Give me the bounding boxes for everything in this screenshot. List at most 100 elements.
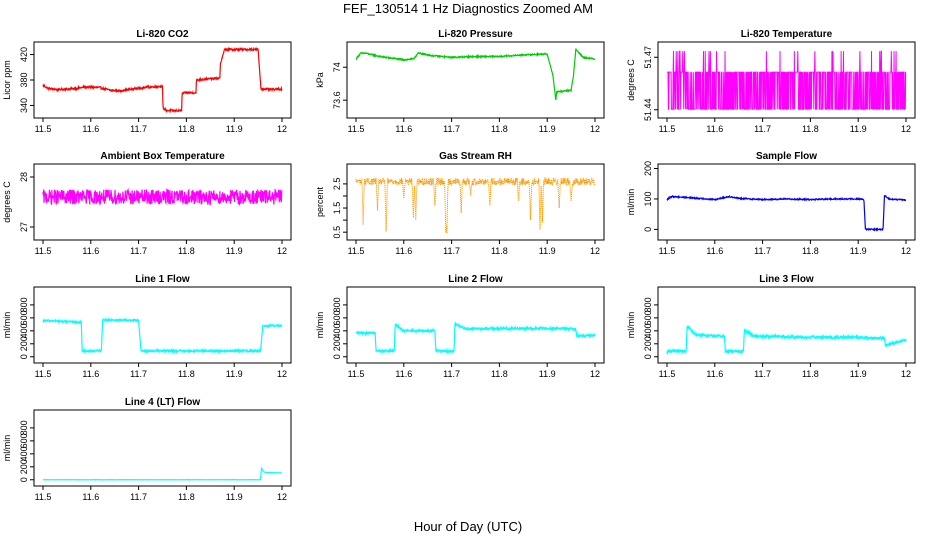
panel-title: Line 2 Flow [448, 274, 503, 285]
y-axis-label: degrees C [2, 181, 12, 223]
plot-area [42, 187, 283, 207]
x-tick-label: 11.7 [130, 246, 147, 256]
x-tick-label: 11.5 [348, 369, 365, 379]
y-tick-label: 800 [332, 297, 342, 312]
y-tick-label: 0 [332, 354, 342, 359]
x-tick-label: 11.9 [226, 124, 243, 134]
x-tick-label: 12 [901, 124, 911, 134]
x-tick-label: 12 [590, 124, 600, 134]
panel-4: Ambient Box Temperature degrees C 11.5 11.6… [2, 151, 292, 256]
x-tick-label: 11.6 [82, 369, 99, 379]
y-axis-label: ml/min [626, 189, 636, 216]
x-tick-label: 11.7 [130, 124, 147, 134]
panel-9: Line 3 Flow ml/min 11.5 11.6 11.7 11.8 11.9 12 0… [626, 274, 916, 379]
x-tick-label: 11.8 [802, 124, 819, 134]
x-tick-label: 11.6 [395, 124, 412, 134]
x-tick-label: 11.5 [35, 246, 52, 256]
panel-10: Line 4 (LT) Flow ml/min 11.5 11.6 11.7 11.8 11… [2, 397, 292, 502]
panel-5: Gas Stream RH percent 11.5 11.6 11.7 11.8 11.9… [315, 151, 605, 256]
data-line [42, 46, 283, 114]
x-tick-label: 11.9 [539, 369, 556, 379]
plot-area [42, 317, 283, 355]
x-tick-label: 11.5 [659, 246, 676, 256]
x-tick-label: 11.5 [659, 124, 676, 134]
x-tick-label: 12 [590, 369, 600, 379]
x-tick-label: 11.6 [82, 124, 99, 134]
x-tick-label: 11.8 [491, 124, 508, 134]
x-tick-label: 11.6 [395, 369, 412, 379]
y-tick-label: 73.6 [332, 91, 342, 109]
y-tick-label: 400 [332, 323, 342, 338]
x-tick-label: 11.5 [35, 369, 52, 379]
y-tick-label: 100 [643, 191, 653, 206]
x-tick-label: 11.7 [130, 492, 147, 502]
panel-3: Li-820 Temperature degrees C 11.5 11.6 11.7 1… [626, 29, 916, 134]
x-tick-label: 11.6 [395, 246, 412, 256]
panel-2: Li-820 Pressure kPa 11.5 11.6 11.7 11.8 11.9 12… [315, 29, 605, 134]
x-tick-label: 11.8 [802, 246, 819, 256]
plot-area [355, 321, 596, 355]
y-tick-label: 0 [643, 354, 653, 359]
x-tick-label: 11.5 [35, 124, 52, 134]
y-tick-label: 1.5 [332, 202, 342, 215]
y-tick-label: 400 [19, 323, 29, 338]
data-line [666, 194, 907, 232]
data-line [355, 176, 596, 234]
plot-area [42, 46, 283, 114]
plot-area [666, 325, 907, 355]
plot-frame [657, 41, 916, 119]
panel-title: Li-820 Temperature [741, 29, 833, 40]
x-tick-label: 11.8 [491, 246, 508, 256]
x-tick-label: 11.5 [348, 124, 365, 134]
x-tick-label: 12 [590, 246, 600, 256]
x-tick-label: 11.7 [443, 124, 460, 134]
panel-title: Line 3 Flow [759, 274, 814, 285]
y-tick-label: 0.5 [332, 226, 342, 239]
figure-x-label: Hour of Day (UTC) [414, 519, 522, 534]
y-axis-label: kPa [315, 72, 325, 88]
plot-area [666, 194, 907, 232]
y-axis-label: Licor ppm [2, 60, 12, 100]
x-tick-label: 11.8 [802, 369, 819, 379]
x-tick-label: 11.8 [178, 492, 195, 502]
y-tick-label: 2.5 [332, 178, 342, 191]
panel-title: Sample Flow [756, 151, 817, 162]
x-tick-label: 11.7 [754, 124, 771, 134]
plot-area [667, 50, 907, 110]
y-tick-label: 600 [643, 310, 653, 325]
x-tick-label: 12 [901, 369, 911, 379]
x-tick-label: 11.9 [539, 124, 556, 134]
y-tick-label: 51.47 [643, 46, 653, 69]
x-tick-label: 11.8 [178, 369, 195, 379]
x-tick-label: 11.7 [130, 369, 147, 379]
y-axis-label: degrees C [626, 59, 636, 101]
x-tick-label: 11.9 [850, 369, 867, 379]
plot-area [355, 48, 596, 101]
panel-1: Li-820 CO2 Licor ppm 11.5 11.6 11.7 11.8 11.9 1… [2, 29, 292, 134]
plot-frame [346, 286, 605, 364]
x-tick-label: 11.9 [850, 124, 867, 134]
x-tick-label: 11.7 [443, 246, 460, 256]
y-axis-label: ml/min [2, 435, 12, 462]
panel-7: Line 1 Flow ml/min 11.5 11.6 11.7 11.8 11.9 12 0… [2, 274, 292, 379]
y-tick-label: 800 [643, 297, 653, 312]
y-axis-label: ml/min [315, 312, 325, 339]
x-tick-label: 11.8 [178, 246, 195, 256]
y-tick-label: 28 [19, 172, 29, 182]
plot-frame [33, 41, 292, 119]
x-tick-label: 11.5 [35, 492, 52, 502]
data-line [42, 187, 283, 207]
y-tick-label: 800 [19, 420, 29, 435]
x-tick-label: 11.6 [706, 369, 723, 379]
y-tick-label: 27 [19, 222, 29, 232]
y-axis-label: ml/min [626, 312, 636, 339]
x-tick-label: 12 [901, 246, 911, 256]
plot-frame [346, 163, 605, 241]
y-tick-label: 400 [643, 323, 653, 338]
panel-8: Line 2 Flow ml/min 11.5 11.6 11.7 11.8 11.9 12 0… [315, 274, 605, 379]
y-tick-label: 0 [643, 227, 653, 232]
panel-title: Ambient Box Temperature [100, 151, 225, 162]
y-tick-label: 420 [19, 47, 29, 62]
y-tick-label: 400 [19, 446, 29, 461]
